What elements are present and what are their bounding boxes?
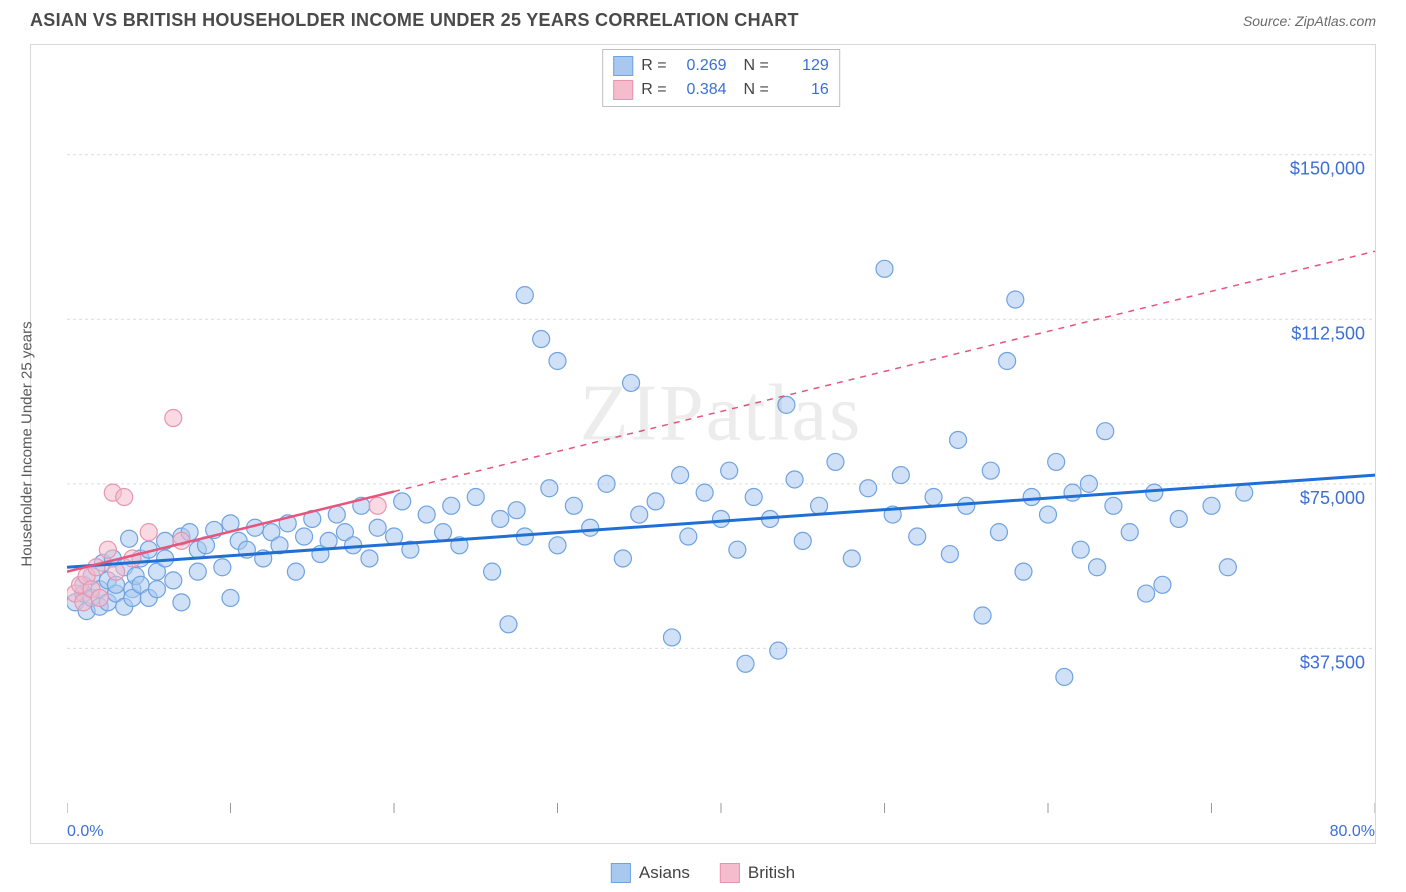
legend-item: British [720,863,795,883]
r-value: 0.384 [675,78,727,102]
x-min-label: 0.0% [67,823,103,841]
series-legend: Asians British [611,863,795,883]
svg-text:$112,500: $112,500 [1291,323,1365,343]
scatter-plot-svg: $37,500 $75,000 $112,500 $150,000 [67,45,1375,813]
legend-label: British [748,863,795,883]
svg-text:$150,000: $150,000 [1290,159,1365,179]
svg-text:$75,000: $75,000 [1300,488,1365,508]
chart-container: Householder Income Under 25 years $37,50… [30,44,1376,844]
legend-swatch [720,863,740,883]
n-label: N = [735,54,769,78]
plot-area: $37,500$75,000$112,500$150,000 ZIPatlas … [67,45,1375,813]
legend-swatch [611,863,631,883]
correlation-legend: R = 0.269 N = 129 R = 0.384 N = 16 [602,49,840,107]
svg-text:$37,500: $37,500 [1300,652,1365,672]
n-value: 129 [777,54,829,78]
r-label: R = [641,78,666,102]
legend-row: R = 0.269 N = 129 [613,54,829,78]
chart-title: ASIAN VS BRITISH HOUSEHOLDER INCOME UNDE… [30,10,799,31]
legend-swatch [613,56,633,76]
legend-row: R = 0.384 N = 16 [613,78,829,102]
legend-swatch [613,80,633,100]
legend-label: Asians [639,863,690,883]
n-label: N = [735,78,769,102]
r-label: R = [641,54,666,78]
x-axis-labels: 0.0% 80.0% [67,823,1375,841]
header: ASIAN VS BRITISH HOUSEHOLDER INCOME UNDE… [0,0,1406,37]
r-value: 0.269 [675,54,727,78]
source-attribution: Source: ZipAtlas.com [1243,13,1376,29]
y-axis-label: Householder Income Under 25 years [19,321,36,566]
n-value: 16 [777,78,829,102]
legend-item: Asians [611,863,690,883]
x-max-label: 80.0% [1330,823,1375,841]
